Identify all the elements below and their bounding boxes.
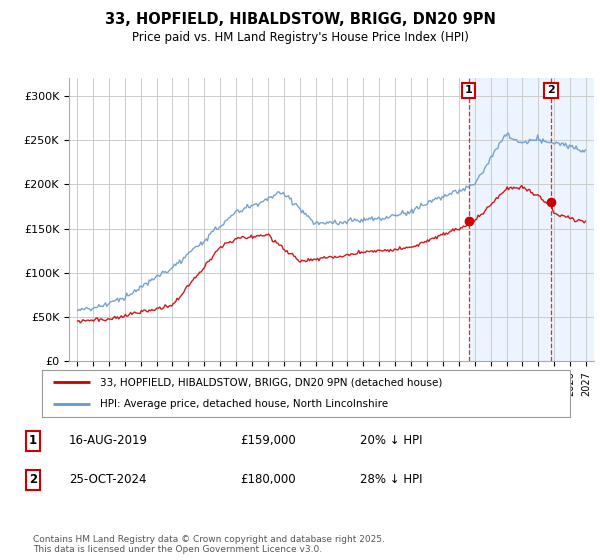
Text: £159,000: £159,000	[240, 434, 296, 447]
Text: £180,000: £180,000	[240, 473, 296, 487]
Text: 33, HOPFIELD, HIBALDSTOW, BRIGG, DN20 9PN (detached house): 33, HOPFIELD, HIBALDSTOW, BRIGG, DN20 9P…	[100, 377, 442, 388]
Text: Price paid vs. HM Land Registry's House Price Index (HPI): Price paid vs. HM Land Registry's House …	[131, 31, 469, 44]
Text: 2: 2	[547, 86, 555, 95]
Text: HPI: Average price, detached house, North Lincolnshire: HPI: Average price, detached house, Nort…	[100, 399, 388, 409]
Text: 33, HOPFIELD, HIBALDSTOW, BRIGG, DN20 9PN: 33, HOPFIELD, HIBALDSTOW, BRIGG, DN20 9P…	[104, 12, 496, 27]
Bar	[469, 78, 594, 361]
Text: 20% ↓ HPI: 20% ↓ HPI	[360, 434, 422, 447]
Text: 1: 1	[29, 434, 37, 447]
Bar	[551, 78, 594, 361]
Text: 2: 2	[29, 473, 37, 487]
Text: Contains HM Land Registry data © Crown copyright and database right 2025.
This d: Contains HM Land Registry data © Crown c…	[33, 535, 385, 554]
Text: 28% ↓ HPI: 28% ↓ HPI	[360, 473, 422, 487]
Text: 25-OCT-2024: 25-OCT-2024	[69, 473, 146, 487]
Text: 16-AUG-2019: 16-AUG-2019	[69, 434, 148, 447]
Text: 1: 1	[465, 86, 473, 95]
